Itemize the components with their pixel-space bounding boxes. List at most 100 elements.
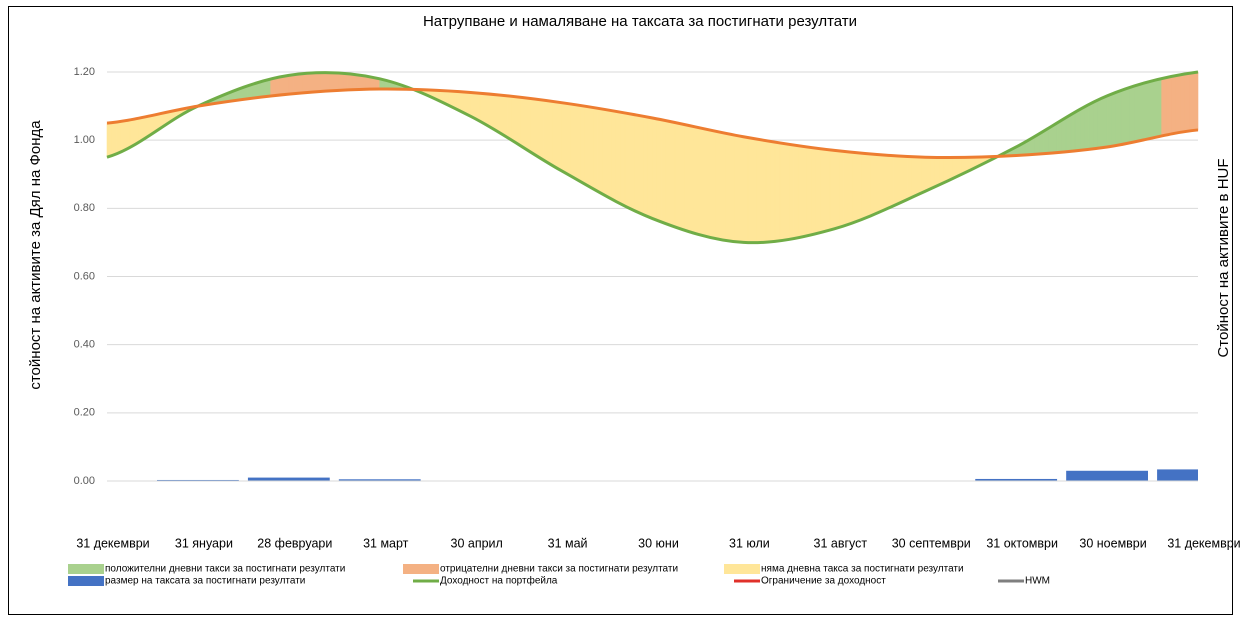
area-fill (1115, 90, 1122, 146)
area-fill (506, 95, 512, 141)
area-fill (865, 153, 872, 219)
area-fill (524, 97, 531, 153)
area-fill (879, 154, 885, 213)
area-fill (915, 156, 922, 196)
area-fill (534, 98, 540, 158)
area-fill (652, 117, 658, 221)
area-fill (293, 73, 299, 95)
area-fill (265, 78, 271, 97)
area-fill (929, 157, 935, 190)
area-fill (938, 157, 944, 186)
area-fill (806, 146, 812, 237)
area-fill (688, 125, 694, 234)
y-tick-label: 1.00 (74, 134, 95, 146)
area-fill (802, 145, 808, 238)
area-fill (720, 131, 726, 241)
chart-title: Натрупване и намаляване на таксата за по… (423, 13, 857, 30)
legend-label: Ограничение за доходност (761, 576, 886, 587)
area-fill (561, 102, 567, 174)
area-fill (597, 107, 603, 195)
area-fill (1061, 116, 1067, 153)
area-fill (747, 137, 753, 243)
area-fill (1084, 103, 1090, 151)
frame (8, 6, 1233, 615)
fee-bar (157, 479, 239, 481)
area-fill (870, 153, 876, 217)
area-fill (311, 72, 317, 93)
area-fill (702, 128, 708, 238)
area-fill (470, 92, 476, 120)
area-fill (779, 142, 785, 242)
area-fill (852, 151, 858, 224)
area-fill (1052, 122, 1058, 154)
legend-label: размер на таксата за постигнати резултат… (105, 576, 305, 587)
fee-bar (247, 477, 330, 481)
area-fill (129, 118, 135, 149)
area-fill (829, 149, 835, 231)
area-fill (656, 118, 662, 223)
area-fill (306, 72, 312, 93)
area-fill (911, 156, 917, 198)
area-fill (761, 139, 767, 243)
area-fill (884, 154, 890, 211)
area-fill (679, 123, 685, 231)
area-fill (297, 73, 303, 94)
area-fill (706, 129, 712, 239)
area-fill (1106, 93, 1112, 148)
area-fill (324, 72, 331, 92)
area-fill (665, 120, 671, 226)
area-fill (615, 111, 621, 205)
area-fill (333, 72, 340, 91)
y-axis-title: стойност на активите за Дял на Фонда (27, 120, 44, 390)
area-fill (1056, 119, 1062, 153)
area-fill (320, 72, 326, 92)
area-fill (588, 106, 594, 190)
area-fill (570, 103, 576, 180)
area-fill (1156, 78, 1162, 138)
area-fill (1129, 85, 1135, 144)
area-fill (1047, 125, 1053, 154)
area-fill (606, 109, 612, 200)
area-fill (770, 141, 776, 243)
y-tick-label: 0.00 (74, 475, 95, 487)
area-fill (556, 101, 562, 172)
x-tick-label: 31 декември (76, 536, 149, 550)
area-fill (943, 157, 949, 184)
area-fill (1188, 72, 1194, 132)
area-fill (634, 114, 640, 214)
fee-bar (1157, 469, 1198, 481)
area-fill (1124, 86, 1131, 145)
area-fill (338, 72, 344, 91)
area-fill (647, 116, 653, 220)
area-fill (497, 94, 503, 135)
area-fill (715, 131, 721, 241)
area-fill (670, 121, 676, 228)
y-tick-label: 0.20 (74, 407, 95, 419)
area-fill (611, 110, 617, 203)
area-fill (347, 73, 353, 91)
x-tick-label: 30 ноември (1079, 536, 1146, 550)
y-tick-label: 0.60 (74, 270, 95, 282)
area-fill (788, 143, 794, 240)
area-fill (629, 113, 635, 212)
x-tick-label: 31 декември (1167, 536, 1240, 550)
area-fill (1065, 114, 1072, 153)
area-fill (1079, 106, 1085, 151)
y-tick-label: 0.80 (74, 202, 95, 214)
area-fill (302, 73, 308, 94)
area-fill (924, 156, 931, 192)
area-fill (1161, 77, 1167, 137)
legend-label: отрицателни дневни такси за постигнати р… (440, 564, 678, 575)
area-fill (774, 141, 781, 242)
legend-label: няма дневна такса за постигнати резултат… (761, 564, 964, 575)
area-fill (934, 157, 940, 188)
legend-swatch (724, 564, 760, 574)
x-tick-label: 31 октомври (986, 536, 1058, 550)
area-fill (502, 94, 508, 138)
area-fill (743, 136, 749, 243)
area-fill (661, 119, 667, 225)
area-fill (624, 112, 631, 209)
area-fill (593, 107, 599, 193)
area-fill (106, 122, 112, 158)
